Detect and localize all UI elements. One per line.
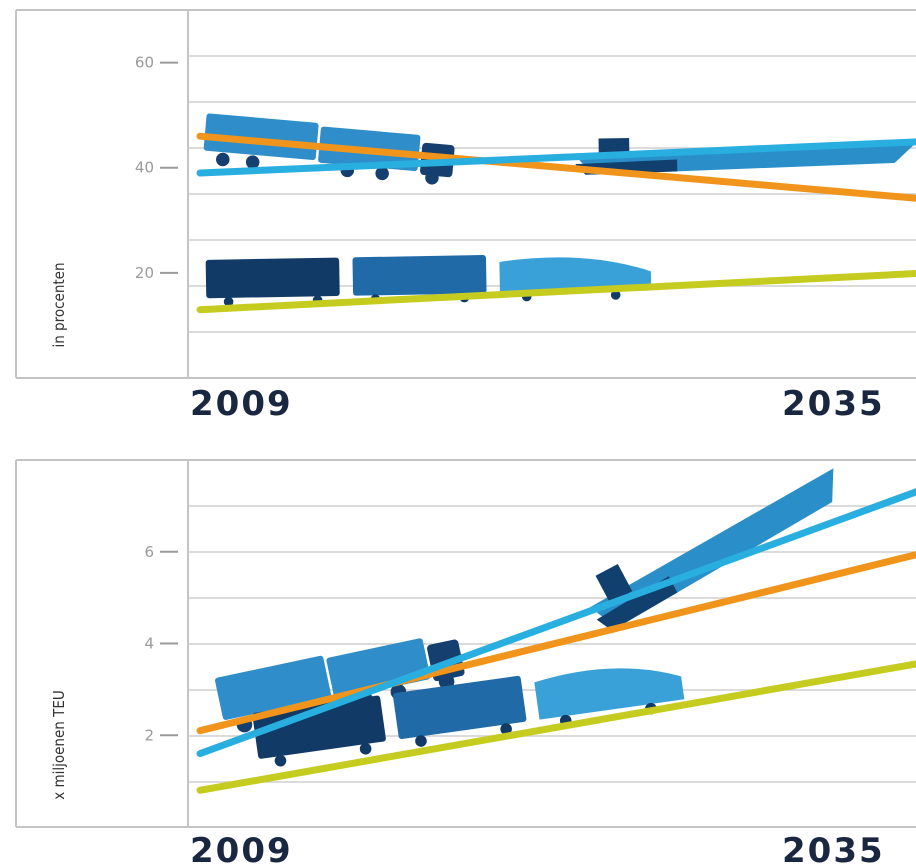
- train-locomotive: [499, 257, 652, 294]
- train-locomotive: [534, 668, 685, 720]
- x-tick-label: 2035: [782, 831, 885, 865]
- chart-svg: 2 4 6 x miljoenen TEU 2009 2035: [15, 459, 916, 865]
- chart-svg: 20 40 60 in procenten 2009 2035: [15, 9, 916, 424]
- train-wheel: [415, 735, 427, 747]
- y-tick-label: 4: [144, 635, 154, 653]
- x-tick-label: 2009: [190, 831, 293, 865]
- train-wheel: [223, 296, 234, 307]
- transport-icons: [215, 468, 834, 767]
- train-icon: [205, 255, 652, 307]
- train-wheel: [359, 742, 372, 755]
- series-line: [196, 660, 916, 794]
- y-tick-label: 20: [135, 264, 154, 282]
- y-tick-label: 6: [144, 543, 154, 561]
- x-tick-label: 2035: [782, 384, 885, 424]
- truck-trailer: [215, 655, 332, 720]
- train-wagon: [392, 675, 527, 740]
- train-wagon: [352, 255, 487, 296]
- x-tick-label: 2009: [190, 384, 293, 424]
- truck-wheel: [216, 152, 230, 167]
- train-wheel: [610, 290, 621, 300]
- transport-icons: [203, 113, 915, 307]
- train-wagon: [205, 257, 340, 299]
- truck-wheel: [375, 166, 389, 181]
- series-line: [196, 132, 916, 202]
- series-line: [196, 551, 916, 735]
- train-wheel: [274, 754, 287, 767]
- y-axis-title: in procenten: [50, 262, 68, 347]
- series-lines: [196, 488, 916, 794]
- truck-trailer: [203, 113, 319, 161]
- truck-wheel: [245, 155, 260, 169]
- truck-wheel: [425, 171, 439, 185]
- y-tick-label: 60: [135, 54, 154, 72]
- chart-share-percent: 20 40 60 in procenten 2009 2035: [15, 9, 916, 424]
- series-lines: [196, 132, 916, 314]
- train-wheel: [500, 723, 512, 735]
- ship-bridge: [595, 563, 633, 603]
- series-line: [196, 488, 916, 758]
- y-tick-label: 40: [135, 159, 154, 177]
- y-axis-title: x miljoenen TEU: [50, 690, 68, 800]
- series-line: [196, 138, 916, 177]
- y-tick-label: 2: [144, 726, 154, 744]
- chart-volume-teu: 2 4 6 x miljoenen TEU 2009 2035: [0, 440, 916, 865]
- series-line: [196, 270, 916, 314]
